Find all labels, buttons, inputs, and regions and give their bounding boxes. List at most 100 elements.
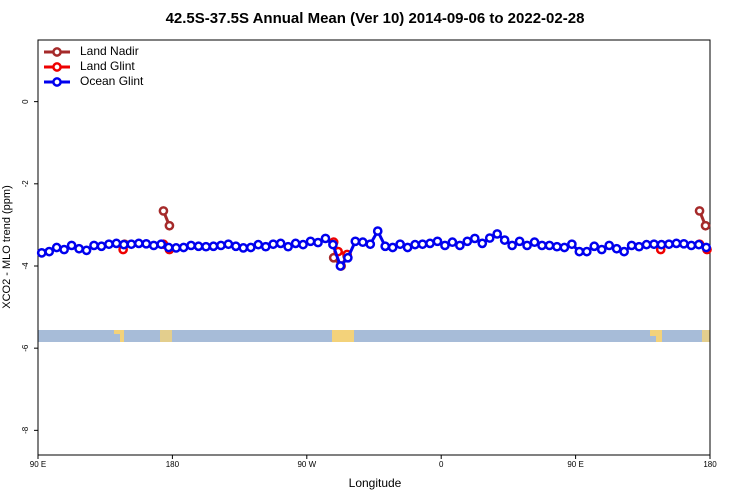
data-point [36, 247, 47, 258]
data-point [201, 241, 211, 252]
data-point [260, 241, 271, 252]
data-point [402, 242, 413, 253]
data-point [156, 239, 167, 250]
data-point [417, 239, 428, 250]
data-point [126, 239, 137, 250]
data-point [432, 236, 443, 247]
data-point [372, 226, 383, 236]
chart-title: 42.5S-37.5S Annual Mean (Ver 10) 2014-09… [166, 10, 585, 27]
y-axis-label: XCO2 - MLO trend (ppm) [1, 185, 13, 308]
data-point [440, 240, 450, 251]
data-point [559, 242, 570, 253]
data-point [111, 238, 122, 249]
legend-label: Ocean Glint [80, 74, 144, 88]
data-point [679, 238, 689, 249]
data-point [298, 239, 308, 250]
data-point [694, 206, 705, 216]
data-point [208, 241, 219, 252]
data-point [350, 236, 361, 247]
data-point [604, 240, 615, 251]
data-point [81, 245, 92, 256]
data-point [619, 246, 629, 257]
data-point [410, 239, 420, 250]
data-point [395, 239, 405, 250]
data-point [701, 242, 712, 253]
data-point [253, 239, 264, 250]
data-point [552, 241, 562, 252]
data-point [275, 238, 286, 249]
data-point [74, 243, 84, 254]
data-point [283, 241, 293, 252]
data-point [216, 240, 226, 251]
data-point [596, 244, 607, 255]
x-tick-label: 180 [703, 460, 717, 469]
data-point [186, 240, 196, 251]
data-point [641, 239, 652, 250]
x-tick-label: 0 [439, 460, 444, 469]
data-point [664, 239, 674, 250]
data-point [141, 238, 152, 249]
data-point [387, 242, 398, 253]
y-tick-label: 0 [21, 99, 30, 104]
y-tick-label: -8 [21, 426, 30, 434]
data-point [238, 243, 249, 253]
data-point [290, 238, 301, 249]
data-point [328, 239, 338, 250]
data-point [163, 242, 174, 253]
legend-marker [52, 62, 62, 72]
data-point [380, 241, 391, 252]
data-point [104, 239, 114, 250]
data-point [66, 240, 77, 251]
x-tick-label: 90 E [567, 460, 583, 469]
legend-marker [52, 77, 62, 87]
data-point [499, 235, 510, 245]
data-point [357, 237, 368, 248]
data-point [700, 220, 711, 231]
x-tick-label: 180 [166, 460, 180, 469]
x-tick-label: 90 E [30, 460, 46, 469]
data-point [164, 220, 175, 231]
legend-label: Land Glint [80, 59, 135, 73]
data-point [89, 240, 99, 251]
data-point [425, 238, 435, 249]
data-point [469, 233, 480, 244]
data-point [447, 237, 458, 248]
data-point [544, 240, 555, 251]
data-point [44, 246, 55, 257]
data-point [522, 240, 532, 251]
data-point [693, 239, 704, 250]
legend-label: Land Nadir [80, 44, 139, 58]
x-tick-label: 90 W [297, 460, 316, 469]
data-point [171, 243, 181, 253]
y-tick-label: -6 [21, 344, 30, 352]
data-point [268, 239, 279, 250]
data-point [589, 241, 600, 252]
data-point [507, 240, 517, 251]
data-point [484, 233, 495, 243]
land-strip [38, 330, 710, 342]
data-point [193, 241, 204, 252]
data-point [671, 238, 682, 249]
data-point [462, 236, 473, 247]
data-point [492, 229, 503, 239]
data-point [567, 239, 577, 250]
y-tick-label: -2 [21, 180, 30, 188]
data-point [96, 241, 107, 252]
data-point [514, 236, 525, 247]
data-point [529, 237, 540, 248]
data-point [656, 239, 667, 250]
data-point [59, 244, 69, 255]
data-point [320, 233, 331, 244]
data-point [611, 243, 622, 254]
legend-marker [52, 47, 62, 57]
data-point [148, 240, 159, 251]
data-point [537, 240, 547, 251]
data-point [626, 240, 637, 251]
data-point [178, 242, 189, 253]
data-point [335, 261, 346, 271]
data-point [649, 239, 659, 250]
data-point [477, 238, 488, 249]
data-point [245, 242, 256, 253]
data-point [313, 237, 323, 248]
